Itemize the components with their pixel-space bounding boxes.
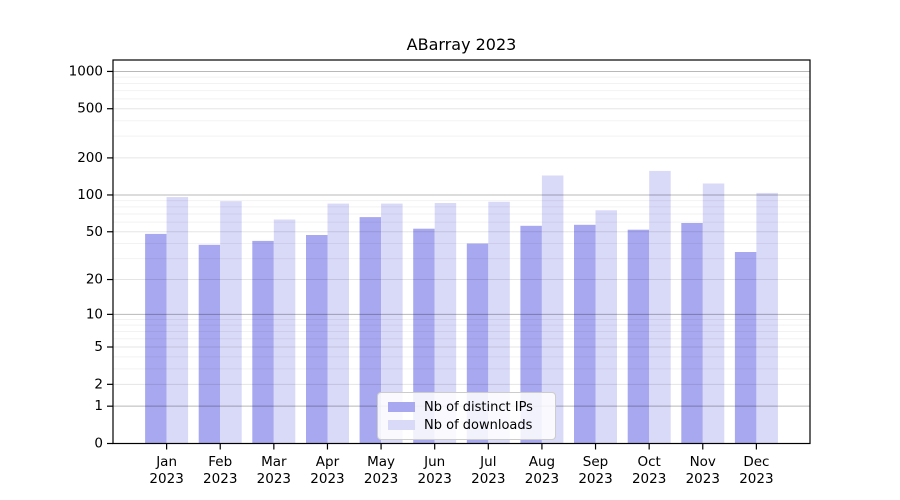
- y-tick-label: 0: [94, 436, 103, 452]
- bar: [574, 224, 596, 444]
- bar: [702, 183, 725, 444]
- legend-swatch-distinct-ips: [388, 402, 415, 412]
- bar: [595, 210, 617, 444]
- legend-label-distinct-ips: Nb of distinct IPs: [424, 399, 533, 415]
- bar: [145, 233, 167, 444]
- bar: [327, 203, 349, 444]
- x-tick-label: Aug 2023: [525, 454, 559, 487]
- x-tick-label: Jun 2023: [418, 454, 452, 487]
- legend: Nb of distinct IPs Nb of downloads: [377, 392, 556, 440]
- bar: [434, 203, 457, 444]
- x-tick-label: Feb 2023: [203, 454, 237, 487]
- legend-item-distinct-ips: Nb of distinct IPs: [386, 398, 547, 416]
- x-tick-label: Apr 2023: [310, 454, 344, 487]
- x-tick-label: Mar 2023: [257, 454, 291, 487]
- y-tick-label: 1000: [69, 63, 103, 79]
- y-tick-label: 50: [86, 224, 103, 240]
- y-tick-label: 200: [77, 150, 103, 166]
- y-tick-label: 2: [94, 376, 103, 392]
- bar: [252, 240, 274, 444]
- y-tick-label: 500: [77, 101, 103, 117]
- y-tick-label: 10: [86, 306, 103, 322]
- bar: [520, 225, 542, 444]
- y-tick-label: 5: [94, 339, 103, 355]
- legend-item-downloads: Nb of downloads: [386, 416, 547, 434]
- x-tick-label: Dec 2023: [739, 454, 773, 487]
- bar: [488, 201, 510, 444]
- bar: [756, 192, 778, 444]
- bar: [649, 170, 671, 444]
- legend-swatch-downloads: [388, 420, 415, 430]
- x-tick-label: Sep 2023: [578, 454, 612, 487]
- bar: [413, 228, 435, 444]
- bar: [627, 229, 650, 444]
- plot-border: [112, 59, 811, 445]
- bar: [381, 203, 403, 444]
- x-tick-label: Oct 2023: [632, 454, 666, 487]
- x-tick-label: Nov 2023: [686, 454, 720, 487]
- x-tick-label: Jul 2023: [471, 454, 505, 487]
- y-tick-label: 100: [77, 187, 103, 203]
- x-tick-label: May 2023: [364, 454, 398, 487]
- y-tick-label: 20: [86, 272, 103, 288]
- bar: [681, 223, 703, 444]
- bar: [273, 219, 296, 444]
- bar: [306, 235, 328, 444]
- y-tick-label: 1: [94, 398, 103, 414]
- bar: [541, 175, 564, 444]
- bar: [220, 201, 242, 444]
- bar: [198, 244, 221, 444]
- chart-title: ABarray 2023: [406, 35, 517, 54]
- legend-label-downloads: Nb of downloads: [424, 417, 533, 433]
- bar: [166, 197, 189, 444]
- bar: [359, 217, 382, 444]
- x-tick-label: Jan 2023: [149, 454, 183, 487]
- bar: [734, 252, 757, 444]
